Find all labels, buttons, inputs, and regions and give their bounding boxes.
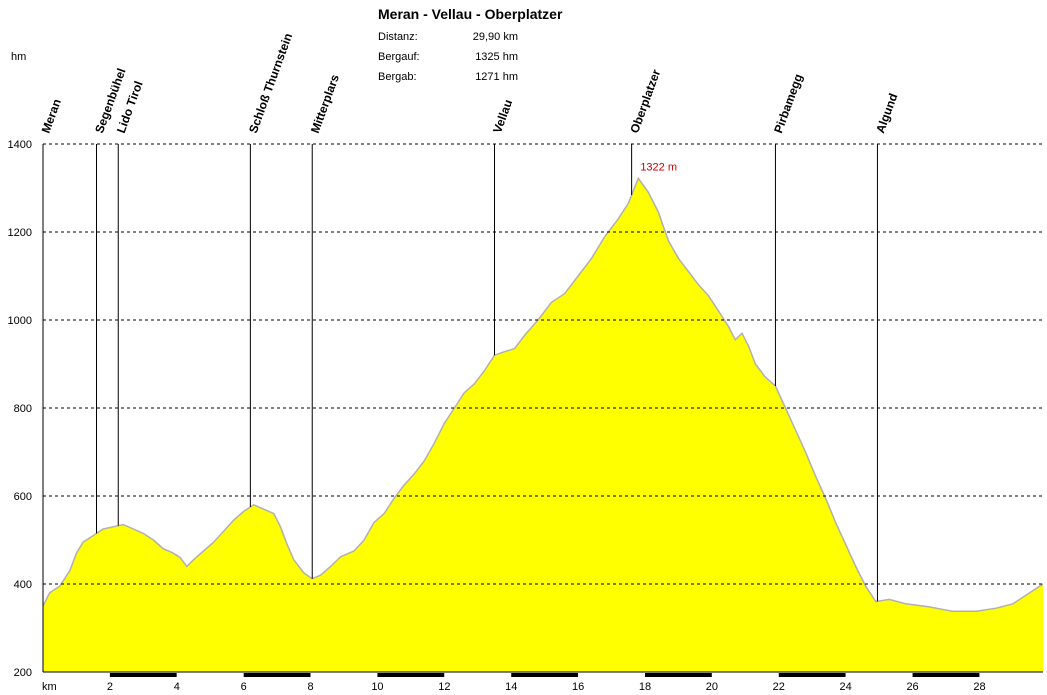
y-tick-label: 600 <box>14 491 32 503</box>
stat-label: Distanz: <box>378 31 418 43</box>
elevation-line <box>42 176 1044 613</box>
stat-row-ascent: Bergauf: 1325 hm <box>378 51 528 71</box>
x-tick-label: 18 <box>639 681 651 693</box>
x-tick-label: 22 <box>773 681 785 693</box>
km-scale-segment <box>645 673 712 677</box>
x-tick-label: 6 <box>241 681 247 693</box>
x-tick-label: 4 <box>174 681 180 693</box>
x-tick-label: 10 <box>371 681 383 693</box>
x-tick-label: 24 <box>840 681 852 693</box>
waypoint-label: Schloß Thurnstein <box>246 31 295 135</box>
y-tick-label: 200 <box>14 667 32 679</box>
x-tick-label: 28 <box>973 681 985 693</box>
elevation-area <box>43 178 1043 673</box>
x-tick-label: 16 <box>572 681 584 693</box>
x-tick-label: 20 <box>706 681 718 693</box>
km-scale-segment <box>444 673 512 677</box>
km-scale-segment <box>711 673 779 677</box>
waypoint-label: Vellau <box>490 98 515 135</box>
waypoint-label: Mitterplars <box>308 72 342 135</box>
km-scale-segment <box>176 673 244 677</box>
y-tick-label: 400 <box>14 579 32 591</box>
km-scale-segment <box>912 673 980 677</box>
waypoint-label: Oberplatzer <box>627 67 663 135</box>
km-scale-segment <box>310 673 378 677</box>
km-scale-segment <box>511 673 579 677</box>
x-tick-label: 2 <box>107 681 113 693</box>
x-tick-label: 26 <box>906 681 918 693</box>
x-tick-label: 14 <box>505 681 517 693</box>
km-scale-segment <box>845 673 913 677</box>
x-axis-label: km <box>42 681 57 693</box>
km-scale-segment <box>109 673 177 677</box>
peak-label: 1322 m <box>640 161 677 173</box>
stat-row-descent: Bergab: 1271 hm <box>378 71 528 91</box>
stats-panel: Distanz: 29,90 km Bergauf: 1325 hm Berga… <box>378 31 528 91</box>
waypoint-label: Algund <box>873 91 900 135</box>
y-tick-label: 1200 <box>8 227 32 239</box>
x-tick-label: 8 <box>307 681 313 693</box>
stat-value: 29,90 km <box>472 31 518 43</box>
km-scale-segment <box>377 673 445 677</box>
chart-title: Meran - Vellau - Oberplatzer <box>378 6 563 22</box>
y-tick-label: 1400 <box>8 139 32 151</box>
km-scale-segment <box>979 673 1043 677</box>
y-axis-label: hm <box>11 51 26 63</box>
stat-label: Bergab: <box>378 71 417 83</box>
stat-row-distance: Distanz: 29,90 km <box>378 31 528 51</box>
stat-value: 1271 hm <box>475 71 518 83</box>
km-scale-segment <box>43 673 110 677</box>
waypoint-label: Pirbamegg <box>771 72 805 135</box>
km-scale-segment <box>578 673 646 677</box>
km-scale-segment <box>778 673 846 677</box>
y-tick-label: 800 <box>14 403 32 415</box>
km-scale-segment <box>243 673 311 677</box>
x-tick-label: 12 <box>438 681 450 693</box>
waypoint-label: Meran <box>39 97 64 135</box>
stat-value: 1325 hm <box>475 51 518 63</box>
stat-label: Bergauf: <box>378 51 420 63</box>
y-tick-label: 1000 <box>8 315 32 327</box>
